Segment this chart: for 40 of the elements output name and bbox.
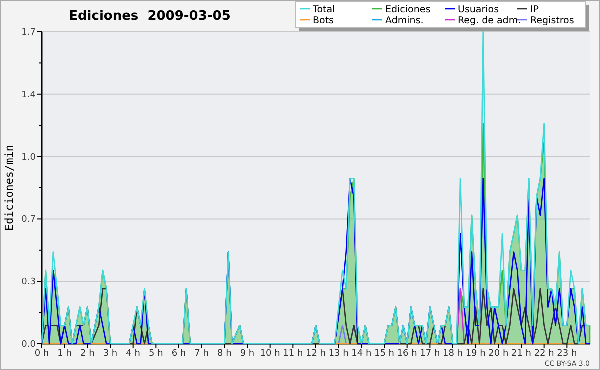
y-tick-label: 1.4	[22, 90, 36, 100]
x-tick-label: 4 h	[126, 349, 140, 359]
legend-label: Ediciones	[386, 4, 431, 16]
y-tick-label: 1.7	[22, 28, 36, 38]
x-tick-label: 11 h	[283, 349, 304, 359]
x-tick-label: 9 h	[240, 349, 255, 359]
legend-label: Bots	[313, 16, 334, 26]
x-tick-label: 10 h	[260, 349, 280, 359]
y-axis-title: Ediciones/min	[3, 144, 16, 232]
y-tick-label: 0.7	[22, 215, 36, 226]
legend-label: IP	[530, 4, 540, 16]
x-tick-label: 5 h	[149, 349, 164, 359]
x-tick-label: 2 h	[80, 349, 95, 359]
x-tick-label: 0 h	[34, 349, 50, 359]
x-tick-label: 7 h	[194, 349, 209, 359]
legend-label: Registros	[530, 16, 574, 26]
x-tick-label: 14 h	[352, 349, 372, 359]
y-tick-label: 0.3	[22, 278, 36, 288]
y-tick-label: 1.0	[22, 152, 36, 163]
x-tick-label: 20 h	[488, 349, 509, 359]
x-tick-label: 15 h	[374, 349, 395, 359]
legend-label: Reg. de adm.	[458, 16, 522, 26]
x-tick-label: 16 h	[397, 349, 418, 359]
y-tick-label: 0.0	[22, 340, 36, 350]
x-tick-label: 13 h	[328, 349, 349, 359]
legend-label: Usuarios	[458, 4, 500, 16]
x-tick-label: 17 h	[420, 349, 440, 359]
legend-label: Total	[312, 4, 336, 16]
x-tick-label: 6 h	[172, 349, 186, 359]
x-tick-label: 8 h	[218, 349, 232, 359]
x-tick-label: 22 h	[534, 349, 554, 359]
x-tick-label: 1 h	[58, 349, 72, 359]
x-tick-label: 18 h	[442, 349, 464, 359]
x-tick-label: 19 h	[466, 349, 486, 359]
x-tick-label: 23 h	[557, 349, 578, 359]
chart-title: Ediciones 2009-03-05	[69, 9, 231, 24]
legend-label: Admins.	[386, 16, 424, 26]
x-tick-label: 3 h	[103, 349, 118, 359]
x-tick-label: 21 h	[511, 349, 532, 359]
x-tick-label: 12 h	[306, 349, 326, 359]
